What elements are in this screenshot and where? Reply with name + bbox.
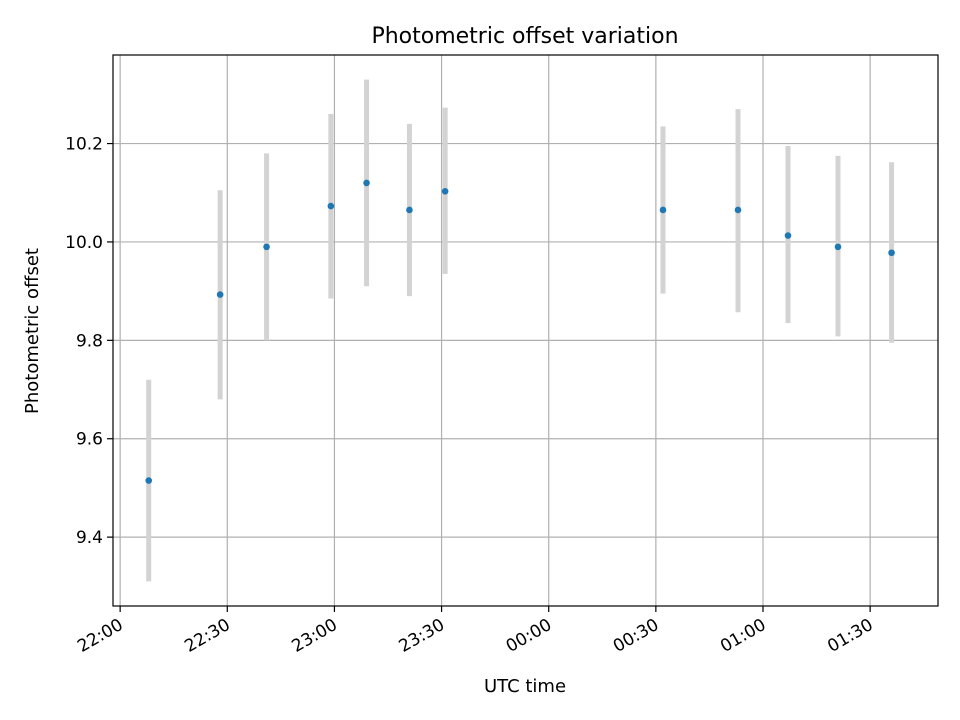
data-point (441, 187, 449, 195)
y-tick-label: 9.6 (76, 430, 103, 450)
data-point (659, 206, 667, 214)
data-point (216, 291, 224, 298)
data-point (406, 206, 413, 214)
data-point (734, 206, 742, 214)
plot-area (113, 55, 938, 606)
y-axis: 9.4 9.6 9.8 10.0 10.2 (65, 135, 113, 548)
plot-frame (112, 54, 939, 607)
data-point (145, 477, 153, 484)
y-tick-label: 9.8 (76, 331, 103, 351)
grid (113, 55, 938, 606)
data-point (834, 243, 842, 251)
data-point (363, 179, 370, 187)
data-points (145, 179, 895, 484)
y-tick-label: 9.4 (76, 528, 103, 548)
x-axis-label: UTC time (484, 676, 566, 697)
y-tick-label: 10.2 (65, 135, 103, 155)
y-tick-label: 10.0 (65, 233, 103, 253)
chart-title: Photometric offset variation (371, 24, 678, 49)
data-point (263, 243, 270, 251)
data-point (784, 232, 792, 239)
data-point (888, 249, 895, 257)
y-axis-label: Photometric offset (22, 248, 43, 414)
data-point (327, 202, 335, 210)
